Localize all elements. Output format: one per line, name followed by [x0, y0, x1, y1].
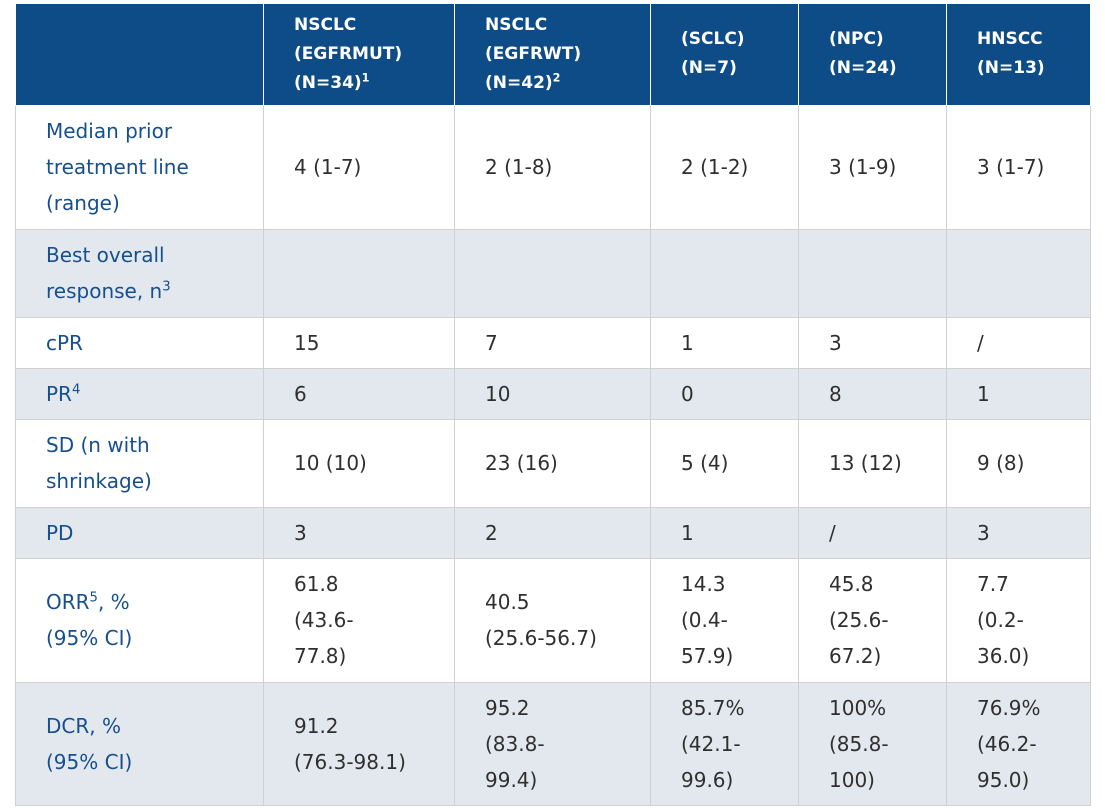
- header-sclc: (SCLC) (N=7): [650, 4, 799, 106]
- cell: 91.2 (76.3-98.1): [263, 681, 455, 806]
- cell: 7.7 (0.2- 36.0): [946, 557, 1091, 683]
- header-row: NSCLC (EGFRMUT) (N=34)1 NSCLC (EGFRWT) (N=42…: [15, 4, 1091, 106]
- row-sd: SD (n with shrinkage) 10 (10) 23 (16) 5 (…: [15, 418, 1091, 508]
- row-label: DCR, % (95% CI): [15, 681, 264, 806]
- cell: 1: [946, 367, 1091, 420]
- cell: 5 (4): [650, 418, 799, 508]
- cell: 45.8 (25.6- 67.2): [798, 557, 947, 683]
- row-label: PR4: [15, 367, 264, 420]
- header-nsclc-egfrwt: NSCLC (EGFRWT) (N=42)2: [454, 4, 651, 106]
- cell: 1: [650, 506, 799, 559]
- cell: 3: [798, 316, 947, 369]
- row-label: SD (n with shrinkage): [15, 418, 264, 508]
- row-label: cPR: [15, 316, 264, 369]
- row-orr: ORR5, % (95% CI) 61.8 (43.6- 77.8) 40.5 (25.…: [15, 557, 1091, 683]
- row-pr: PR4 6 10 0 8 1: [15, 367, 1091, 420]
- cell: [650, 228, 799, 318]
- cell: 14.3 (0.4- 57.9): [650, 557, 799, 683]
- header-cell-empty: [15, 4, 264, 106]
- header-npc: (NPC) (N=24): [798, 4, 947, 106]
- cell: [263, 228, 455, 318]
- row-label: Best overall response, n3: [15, 228, 264, 318]
- row-label: Median prior treatment line (range): [15, 104, 264, 230]
- cell: 76.9% (46.2- 95.0): [946, 681, 1091, 806]
- cell: 2 (1-8): [454, 104, 651, 230]
- cell: 9 (8): [946, 418, 1091, 508]
- cell: 2 (1-2): [650, 104, 799, 230]
- row-dcr: DCR, % (95% CI) 91.2 (76.3-98.1) 95.2 (83.8…: [15, 681, 1091, 806]
- cell: 7: [454, 316, 651, 369]
- cell: 0: [650, 367, 799, 420]
- cell: 3: [263, 506, 455, 559]
- cell: 100% (85.8- 100): [798, 681, 947, 806]
- row-label: ORR5, % (95% CI): [15, 557, 264, 683]
- cell: 40.5 (25.6-56.7): [454, 557, 651, 683]
- cell: 10 (10): [263, 418, 455, 508]
- cell: 95.2 (83.8- 99.4): [454, 681, 651, 806]
- cell: 10: [454, 367, 651, 420]
- cell: 4 (1-7): [263, 104, 455, 230]
- row-cpr: cPR 15 7 1 3 /: [15, 316, 1091, 369]
- header-hnscc: HNSCC (N=13): [946, 4, 1091, 106]
- cell: 3 (1-7): [946, 104, 1091, 230]
- row-median-prior-treatment: Median prior treatment line (range) 4 (1-7…: [15, 104, 1091, 230]
- cell: 85.7% (42.1- 99.6): [650, 681, 799, 806]
- cell: 3 (1-9): [798, 104, 947, 230]
- cell: 23 (16): [454, 418, 651, 508]
- cell: 13 (12): [798, 418, 947, 508]
- cell: 1: [650, 316, 799, 369]
- results-table: NSCLC (EGFRMUT) (N=34)1 NSCLC (EGFRWT) (N=42…: [15, 4, 1091, 806]
- cell: 8: [798, 367, 947, 420]
- cell: /: [798, 506, 947, 559]
- cell: 6: [263, 367, 455, 420]
- cell: [946, 228, 1091, 318]
- cell: [454, 228, 651, 318]
- cell: [798, 228, 947, 318]
- cell: /: [946, 316, 1091, 369]
- row-pd: PD 3 2 1 / 3: [15, 506, 1091, 559]
- cell: 2: [454, 506, 651, 559]
- cell: 15: [263, 316, 455, 369]
- header-nsclc-egfrmut: NSCLC (EGFRMUT) (N=34)1: [263, 4, 455, 106]
- cell: 3: [946, 506, 1091, 559]
- row-best-overall-response: Best overall response, n3: [15, 228, 1091, 318]
- row-label: PD: [15, 506, 264, 559]
- cell: 61.8 (43.6- 77.8): [263, 557, 455, 683]
